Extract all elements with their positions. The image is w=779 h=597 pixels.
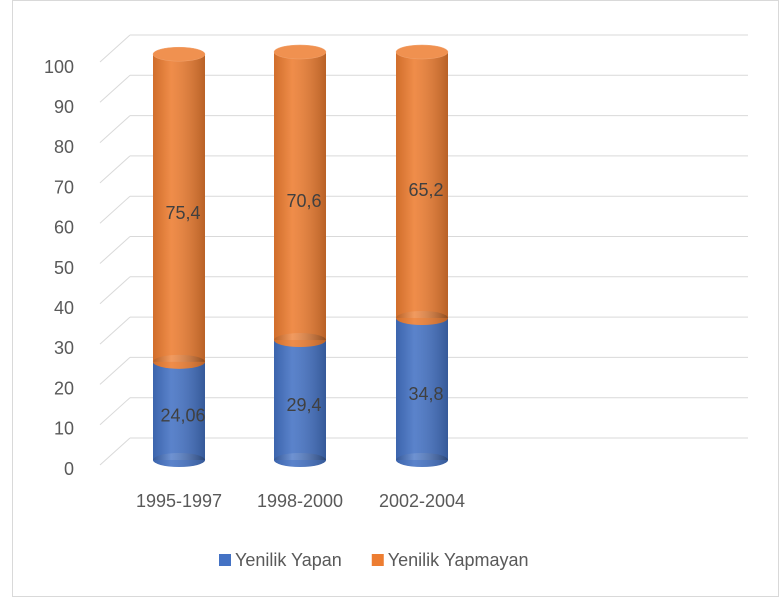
legend-swatch <box>371 554 384 566</box>
cylinder-shade <box>274 52 326 341</box>
data-label: 29,4 <box>286 395 321 415</box>
y-tick-label: 100 <box>44 57 74 77</box>
cylinder-bottom-shade <box>274 453 326 467</box>
y-tick-label: 50 <box>54 258 74 278</box>
x-tick-label: 1995-1997 <box>136 491 222 511</box>
y-tick-label: 10 <box>54 419 74 439</box>
cylinder-shade <box>396 318 448 460</box>
x-tick-label: 1998-2000 <box>257 491 343 511</box>
cylinder-segment <box>273 44 327 348</box>
data-label: 34,8 <box>408 384 443 404</box>
y-tick-label: 70 <box>54 177 74 197</box>
y-tick-label: 30 <box>54 338 74 358</box>
grid-line-side <box>99 357 131 385</box>
grid-line-side <box>99 316 131 345</box>
cylinder-bottom-shade <box>274 333 326 348</box>
legend-label: Yenilik Yapmayan <box>388 550 529 570</box>
cylinder-bottom-shade <box>153 354 205 369</box>
grid-line-side <box>99 236 131 264</box>
cylinder-top <box>395 44 449 60</box>
y-tick-label: 90 <box>54 97 74 117</box>
y-tick-label: 80 <box>54 137 74 157</box>
cylinder-segment <box>152 46 206 369</box>
cylinder-segment <box>274 340 326 467</box>
data-label: 24,06 <box>160 406 205 426</box>
grid-line-side <box>99 397 131 426</box>
cylinder-bottom-shade <box>396 453 448 467</box>
cylinder-bottom-shade <box>396 311 448 326</box>
grid-line-side <box>99 74 131 103</box>
y-tick-label: 60 <box>54 218 74 238</box>
cylinder-top <box>152 46 206 62</box>
cylinder-shade <box>396 52 448 319</box>
cylinder-shade <box>274 340 326 460</box>
grid-line-side <box>99 34 131 63</box>
cylinder-bottom-shade <box>153 453 205 467</box>
data-label: 75,4 <box>165 203 200 223</box>
y-tick-label: 40 <box>54 298 74 318</box>
cylinder-segment <box>395 44 449 326</box>
grid-line-side <box>99 276 131 305</box>
legend-swatch <box>219 554 231 566</box>
y-tick-label: 0 <box>64 459 74 479</box>
cylinder-top <box>273 44 327 60</box>
grid-line-side <box>99 155 131 184</box>
x-tick-label: 2002-2004 <box>379 491 465 511</box>
cylinder-segment <box>396 318 448 467</box>
data-label: 70,6 <box>286 191 321 211</box>
legend-label: Yenilik Yapan <box>235 550 342 570</box>
cylinder-shade <box>153 361 205 460</box>
grid-line-side <box>99 195 131 224</box>
y-tick-label: 20 <box>54 378 74 398</box>
cylinder-segment <box>153 361 205 467</box>
data-label: 65,2 <box>408 180 443 200</box>
grid-line-side <box>99 437 131 466</box>
grid-line-side <box>99 115 131 143</box>
cylinder-shade <box>153 54 205 362</box>
